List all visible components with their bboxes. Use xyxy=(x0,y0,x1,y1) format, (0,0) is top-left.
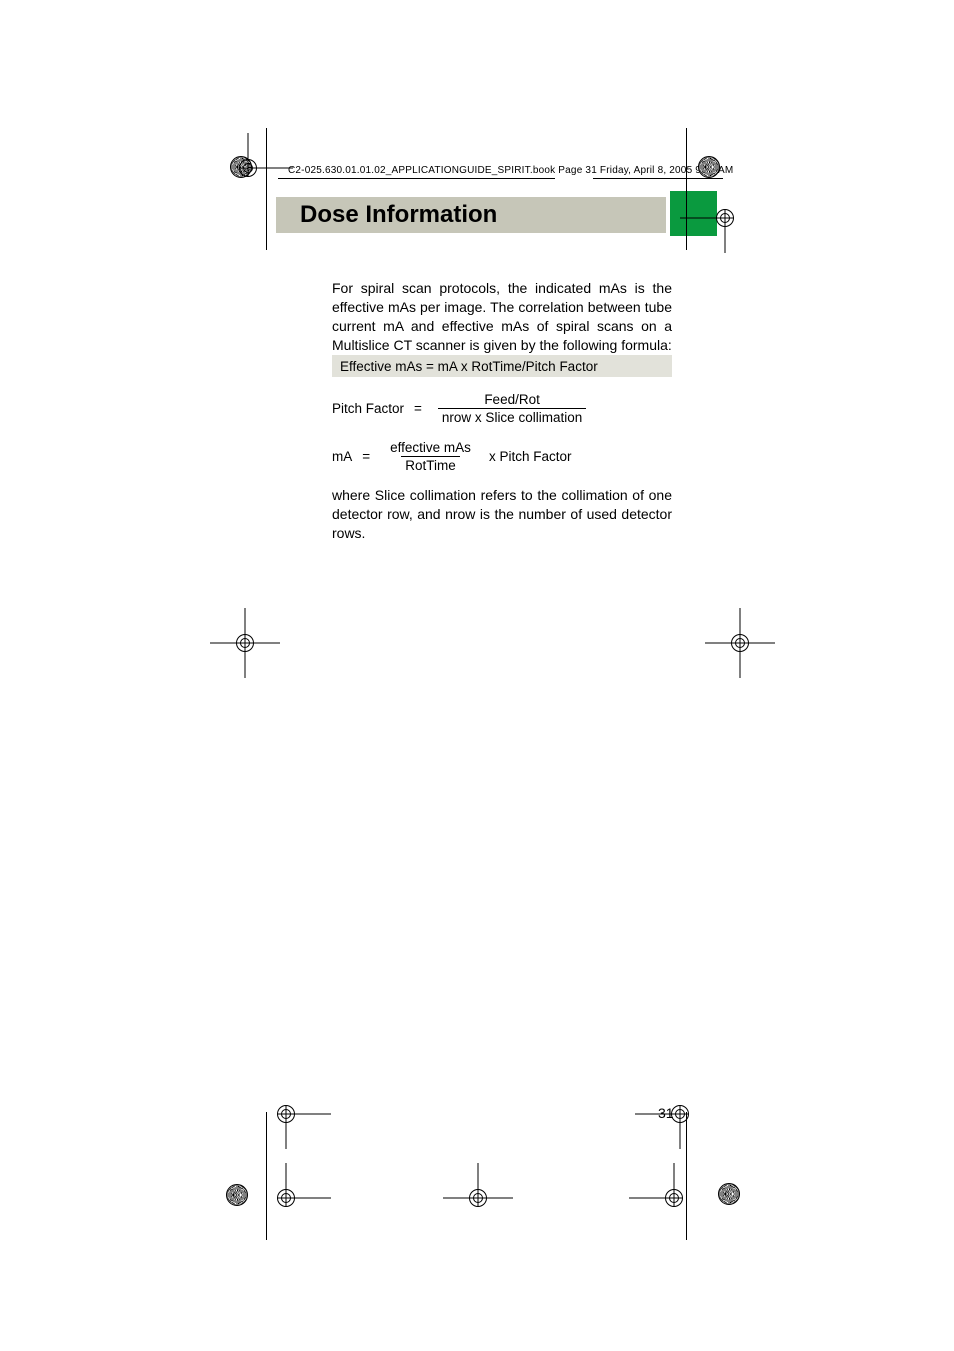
corner-circle-bottom-left xyxy=(226,1184,248,1206)
ma-denominator: RotTime xyxy=(401,456,460,473)
reg-mark-bot-left xyxy=(251,1079,321,1149)
corner-circle-bottom-right xyxy=(718,1183,740,1205)
running-header: C2-025.630.01.01.02_APPLICATIONGUIDE_SPI… xyxy=(288,165,748,176)
header-rule-left xyxy=(278,178,555,179)
section-title-bar: Dose Information xyxy=(276,197,666,233)
reg-mark-bot-right xyxy=(645,1079,715,1149)
corner-circle-top-right xyxy=(698,156,720,178)
ma-tail: x Pitch Factor xyxy=(489,449,572,464)
equals-2: = xyxy=(362,449,370,464)
formula-pitch-factor: Pitch Factor = Feed/Rot nrow x Slice col… xyxy=(332,390,672,426)
reg-mark-mid-right xyxy=(705,608,775,678)
ma-label: mA xyxy=(332,449,352,464)
ma-fraction: effective mAs RotTime xyxy=(386,440,475,473)
reg-mark-top-left xyxy=(213,133,283,203)
formula-ma: mA = effective mAs RotTime x Pitch Facto… xyxy=(332,438,672,474)
pitch-denominator: nrow x Slice collimation xyxy=(438,408,586,425)
pitch-fraction: Feed/Rot nrow x Slice collimation xyxy=(438,392,586,425)
reg-mark-foot-center xyxy=(443,1163,513,1233)
section-title: Dose Information xyxy=(300,201,497,229)
reg-mark-foot-left xyxy=(251,1163,321,1233)
ma-numerator: effective mAs xyxy=(386,440,475,456)
intro-paragraph: For spiral scan protocols, the indicated… xyxy=(332,279,672,355)
reg-mark-mid-left xyxy=(210,608,280,678)
reg-mark-foot-right xyxy=(639,1163,709,1233)
closing-paragraph: where Slice collimation refers to the co… xyxy=(332,486,672,543)
equals-1: = xyxy=(414,401,422,416)
pitch-numerator: Feed/Rot xyxy=(480,392,544,408)
header-rule-right xyxy=(593,178,723,179)
vrule-top-right xyxy=(686,128,687,250)
formula-effective-mas: Effective mAs = mA x RotTime/Pitch Facto… xyxy=(332,355,672,377)
pitch-label: Pitch Factor xyxy=(332,401,404,416)
reg-mark-top-right xyxy=(690,183,760,253)
formula-effective-mas-text: Effective mAs = mA x RotTime/Pitch Facto… xyxy=(340,359,598,374)
